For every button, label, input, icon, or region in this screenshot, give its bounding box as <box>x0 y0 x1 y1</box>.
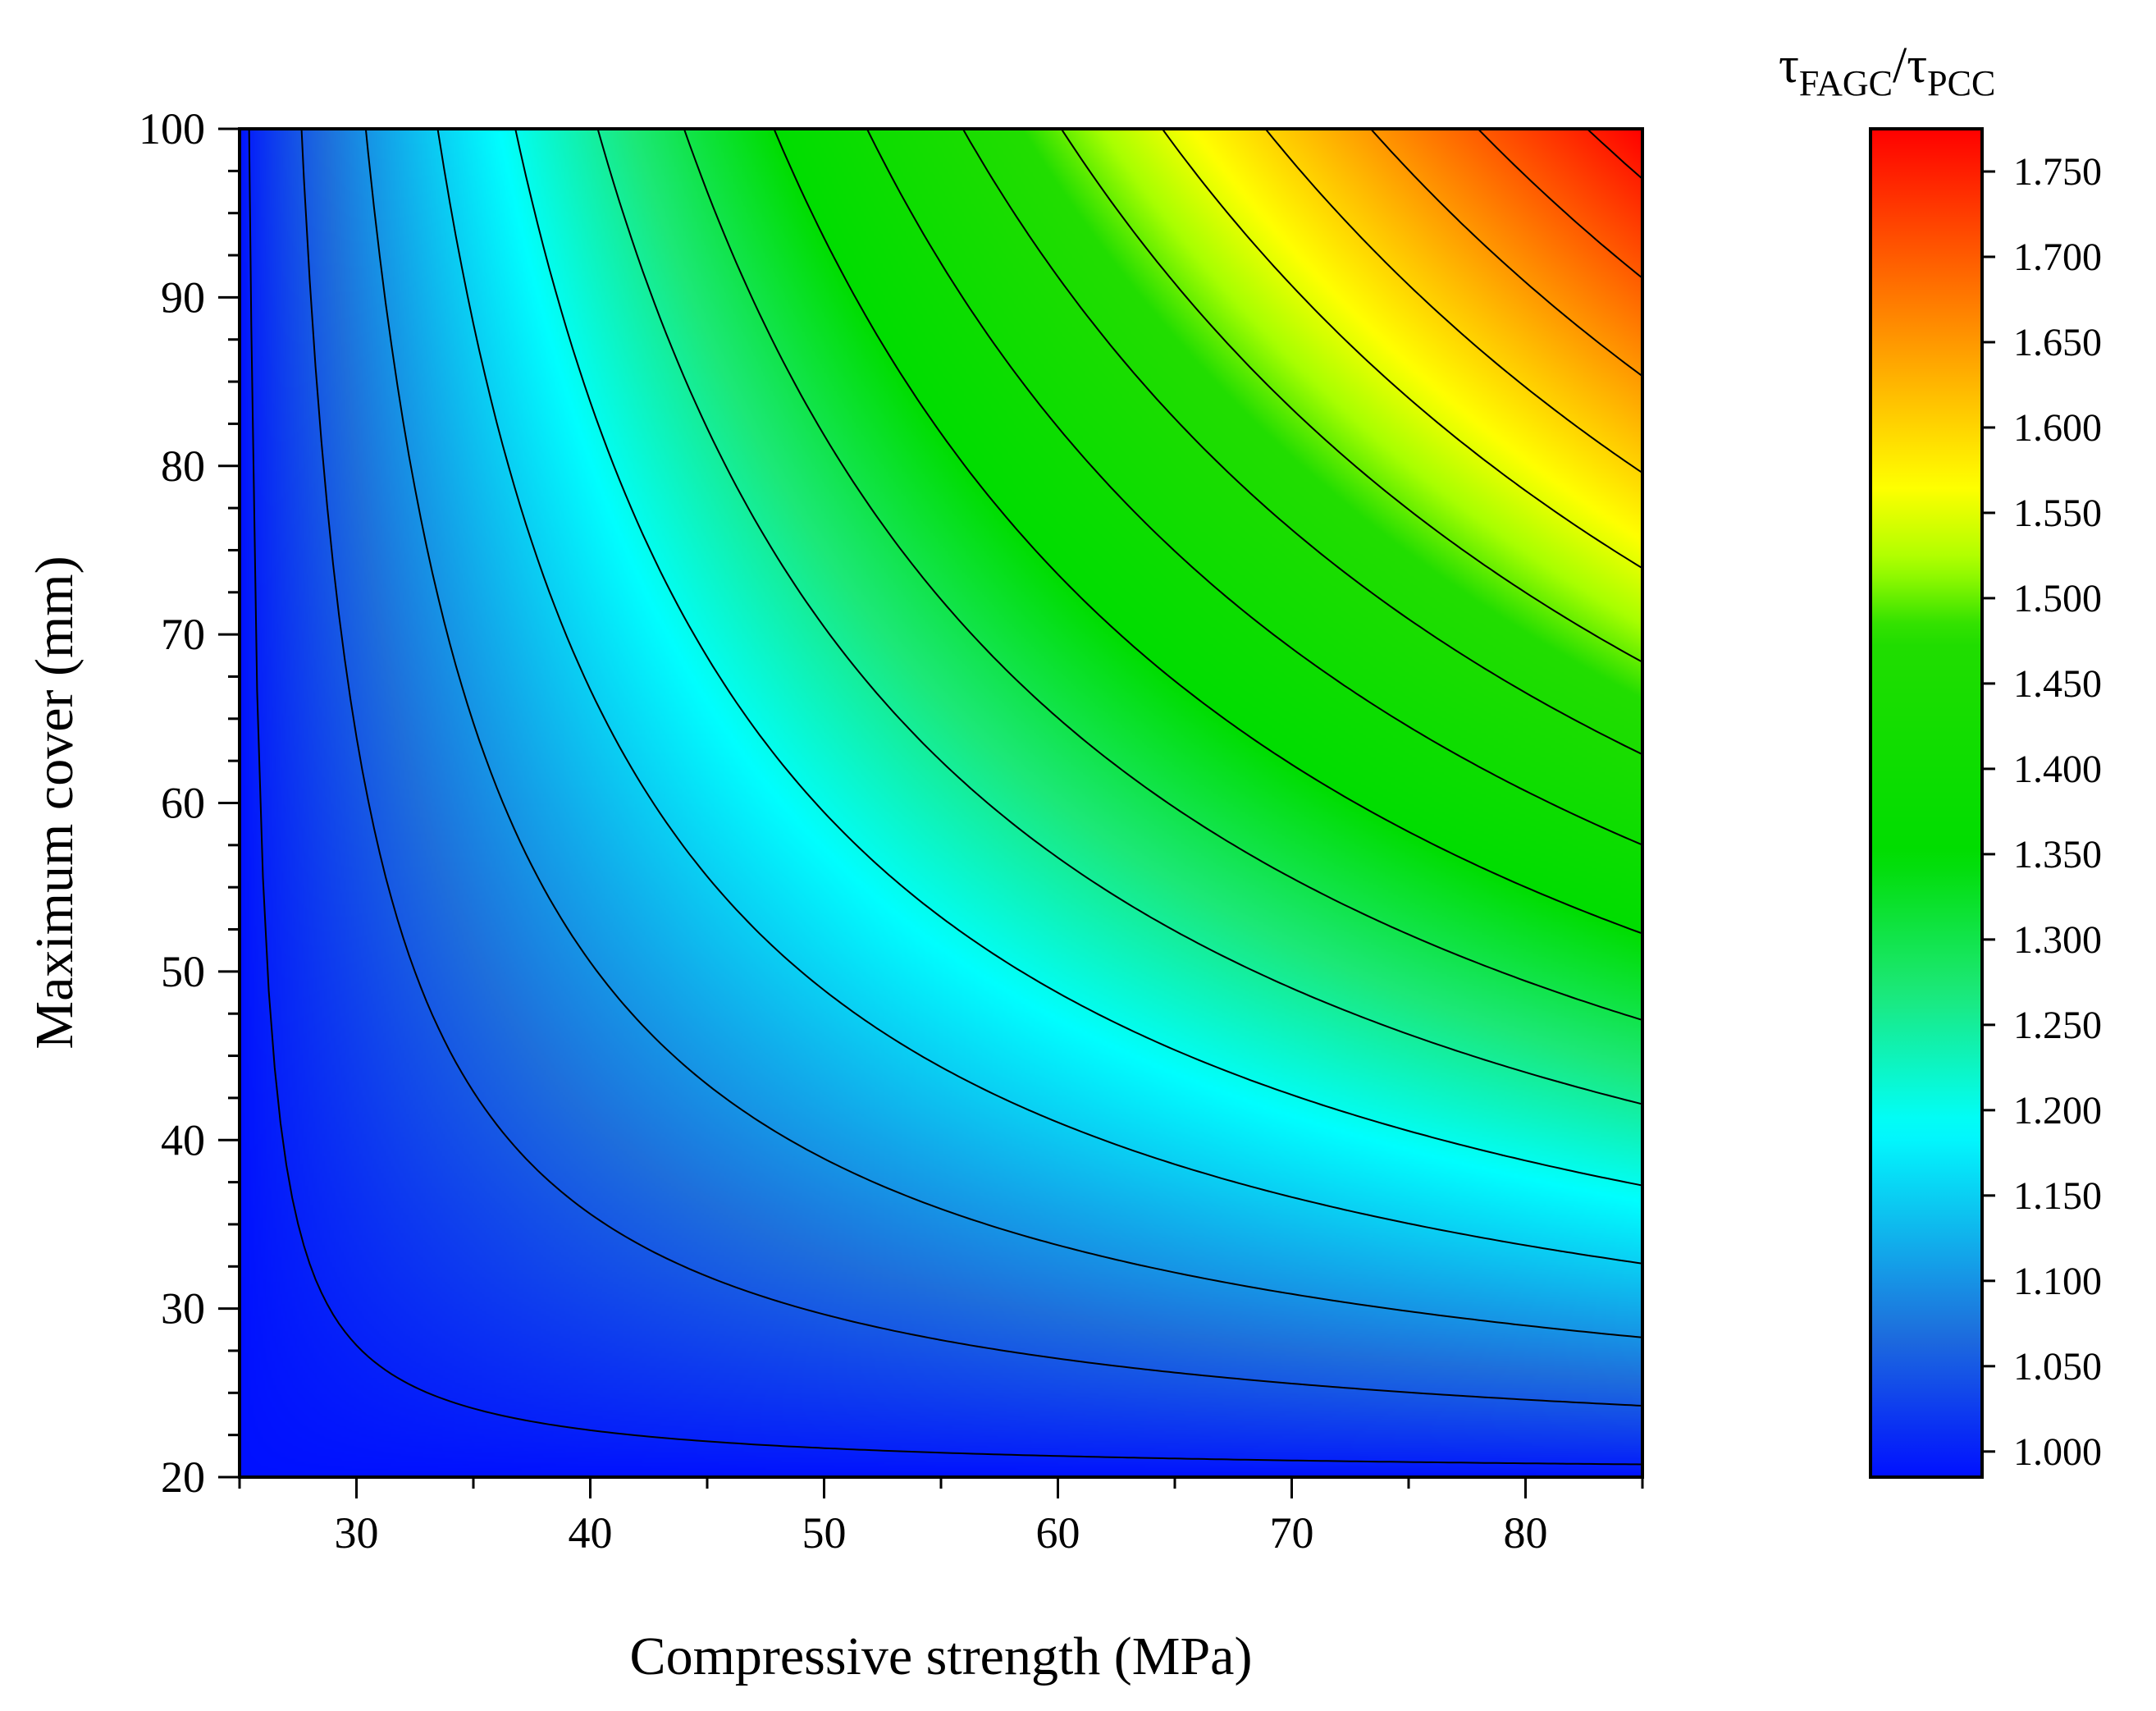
contour-line-1.00 <box>248 129 1642 1466</box>
contour-line-1.10 <box>364 129 1642 1338</box>
colorbar-tick-label: 1.350 <box>2013 833 2102 876</box>
colorbar-ticks: 1.000 1.050 1.100 1.150 1.200 1.250 1.300 1.350… <box>1982 150 2102 1474</box>
y-tick-label: 80 <box>161 441 205 491</box>
colorbar-tick-label: 1.500 <box>2013 577 2102 620</box>
colorbar-tick-label: 1.550 <box>2013 492 2102 535</box>
y-tick-label: 70 <box>161 610 205 659</box>
contour-line-1.50 <box>1060 129 1642 663</box>
y-axis-title: Maximum cover (mm) <box>25 556 85 1049</box>
colorbar-tick-label: 1.000 <box>2013 1430 2102 1474</box>
contour-line-1.60 <box>1264 129 1642 474</box>
contour-line-1.15 <box>436 129 1642 1265</box>
x-tick-label: 80 <box>1504 1508 1548 1558</box>
colorbar-tick-label: 1.200 <box>2013 1089 2102 1132</box>
y-tick-label: 50 <box>161 947 205 996</box>
colorbar-tick-label: 1.700 <box>2013 236 2102 279</box>
colorbar-tick-label: 1.750 <box>2013 150 2102 194</box>
contour-line-1.05 <box>300 129 1642 1407</box>
colorbar-tick-label: 1.300 <box>2013 918 2102 962</box>
x-axis: 30 40 50 60 70 80 <box>238 1477 1644 1558</box>
colorbar-tick-label: 1.450 <box>2013 662 2102 706</box>
contour-line-1.65 <box>1369 129 1642 377</box>
contour-fill <box>240 129 1642 1477</box>
x-tick-label: 30 <box>335 1508 379 1558</box>
colorbar-tick-label: 1.400 <box>2013 748 2102 791</box>
heatmap-image <box>240 129 1642 1477</box>
y-tick-label: 30 <box>161 1284 205 1334</box>
colorbar-tick-label: 1.100 <box>2013 1260 2102 1303</box>
x-tick-label: 60 <box>1036 1508 1080 1558</box>
contour-line-1.20 <box>514 129 1642 1187</box>
y-axis: 20 30 40 50 60 70 80 90 100 <box>139 104 240 1502</box>
x-axis-title: Compressive strength (MPa) <box>630 1626 1253 1686</box>
y-tick-label: 20 <box>161 1453 205 1502</box>
x-tick-label: 40 <box>569 1508 613 1558</box>
colorbar-title: τFAGC/τPCC <box>1779 38 1995 103</box>
colorbar-tick-label: 1.650 <box>2013 321 2102 364</box>
contour-line-1.40 <box>866 129 1642 846</box>
y-tick-label: 60 <box>161 779 205 828</box>
colorbar-tick-label: 1.150 <box>2013 1174 2102 1218</box>
contour-line-1.55 <box>1161 129 1642 570</box>
y-tick-label: 100 <box>139 104 205 153</box>
contour-lines <box>248 129 1642 1466</box>
colorbar-tick-label: 1.250 <box>2013 1004 2102 1047</box>
x-tick-label: 70 <box>1270 1508 1314 1558</box>
colorbar <box>1869 127 1984 1479</box>
colorbar-tick-label: 1.600 <box>2013 406 2102 450</box>
x-tick-label: 50 <box>802 1508 847 1558</box>
y-tick-label: 40 <box>161 1115 205 1164</box>
colorbar-tick-label: 1.050 <box>2013 1345 2102 1388</box>
contour-line-1.25 <box>596 129 1642 1105</box>
contour-line-1.30 <box>683 129 1642 1021</box>
contour-line-1.45 <box>962 129 1642 756</box>
y-tick-label: 90 <box>161 272 205 322</box>
contour-line-1.35 <box>773 129 1642 935</box>
